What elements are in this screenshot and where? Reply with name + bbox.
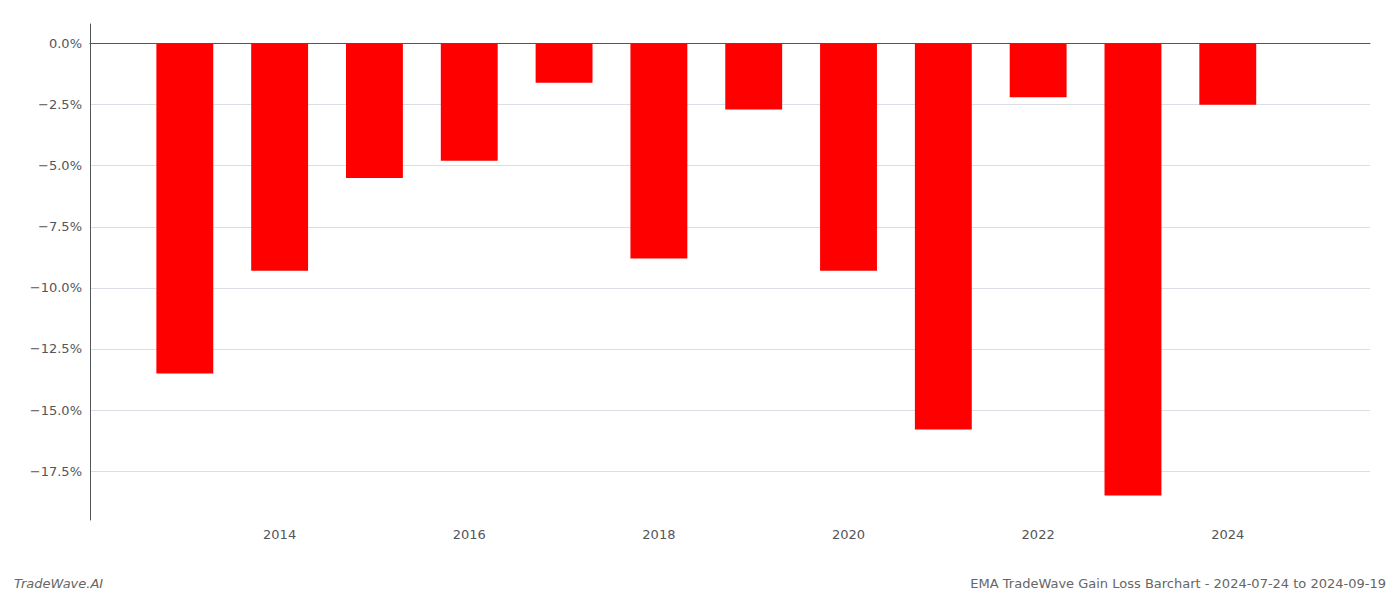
svg-text:−5.0%: −5.0% [38, 158, 82, 173]
svg-text:2024: 2024 [1211, 527, 1244, 542]
svg-text:2016: 2016 [453, 527, 486, 542]
svg-text:0.0%: 0.0% [49, 36, 82, 51]
svg-text:EMA TradeWave Gain Loss Barcha: EMA TradeWave Gain Loss Barchart - 2024-… [970, 576, 1386, 591]
svg-text:−7.5%: −7.5% [38, 219, 82, 234]
svg-text:2020: 2020 [832, 527, 865, 542]
svg-text:−12.5%: −12.5% [30, 341, 82, 356]
svg-text:−15.0%: −15.0% [30, 403, 82, 418]
svg-text:−17.5%: −17.5% [30, 464, 82, 479]
svg-text:2018: 2018 [642, 527, 675, 542]
svg-text:TradeWave.AI: TradeWave.AI [14, 576, 103, 591]
svg-text:2014: 2014 [263, 527, 296, 542]
svg-text:−2.5%: −2.5% [38, 97, 82, 112]
svg-text:2022: 2022 [1022, 527, 1055, 542]
svg-text:−10.0%: −10.0% [30, 280, 82, 295]
